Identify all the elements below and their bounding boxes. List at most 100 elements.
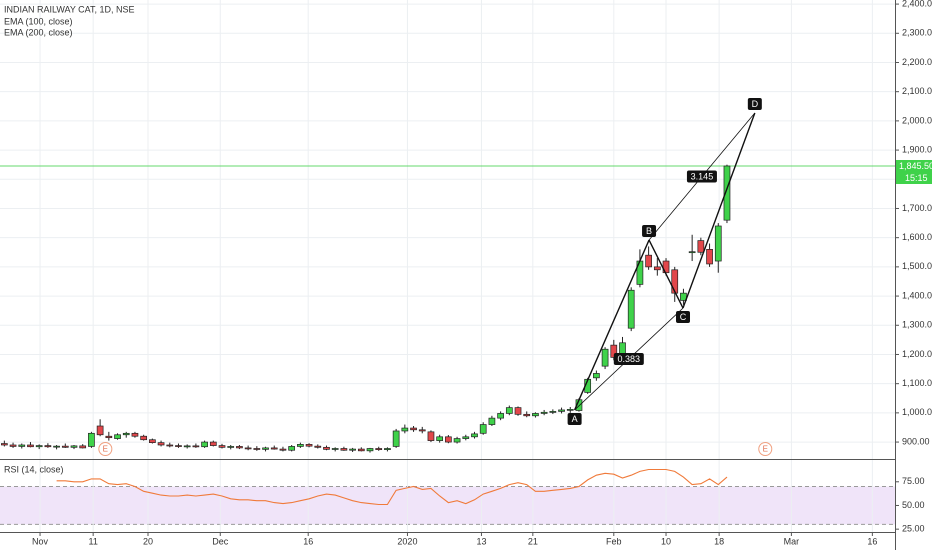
candle-body	[392, 430, 400, 447]
candle-body	[523, 413, 531, 417]
candle-body	[44, 445, 52, 448]
candle-body	[706, 249, 713, 265]
plot: 0.383 3.145 A B C D E E	[0, 97, 895, 506]
candle-body	[201, 441, 208, 448]
candle-body	[558, 409, 565, 412]
point-box	[747, 97, 762, 110]
candle-body	[488, 417, 496, 425]
indicator-label: EMA (100, close)	[4, 16, 73, 26]
candle-body	[479, 424, 487, 434]
x-tick-label: 2020	[397, 536, 417, 546]
chart-title: INDIAN RAILWAY CAT, 1D, NSE	[4, 4, 135, 14]
point-label: D	[752, 99, 759, 109]
candle-body	[70, 445, 78, 448]
point-box	[642, 225, 657, 238]
point-label: B	[646, 226, 652, 236]
candle-body	[314, 445, 322, 448]
pattern-line	[648, 239, 684, 309]
y-tick-label: 2,000.00	[902, 115, 932, 125]
candle-body	[183, 445, 191, 448]
candle-body	[96, 425, 104, 436]
ratio-box	[613, 352, 644, 365]
ratio-label: 3.145	[691, 171, 714, 181]
candle-body	[357, 448, 365, 452]
candle-body	[505, 407, 513, 414]
point-label: C	[680, 312, 687, 322]
rsi-band	[0, 486, 895, 525]
candle-body	[9, 444, 17, 447]
x-tick-label: 16	[303, 536, 313, 546]
candle-body	[227, 446, 235, 448]
x-tick-label: 16	[867, 536, 877, 546]
point-label: A	[572, 414, 578, 424]
candle-body	[610, 344, 618, 358]
rsi-label: RSI (14, close)	[4, 464, 64, 474]
x-tick-label: Mar	[784, 536, 800, 546]
x-tick-label: 11	[88, 536, 97, 546]
candle-body	[645, 254, 652, 268]
candle-body	[723, 165, 731, 221]
candle-body	[218, 445, 226, 448]
candle-body	[384, 448, 391, 451]
x-tick-label: Feb	[606, 536, 622, 546]
candle-body	[340, 448, 348, 451]
candle-body	[532, 413, 539, 417]
candle-body	[427, 431, 435, 441]
candle-body	[166, 444, 174, 447]
candle-body	[497, 413, 504, 419]
candle-body	[366, 448, 374, 452]
candle-body	[445, 436, 452, 443]
y-tick-label: 2,200.00	[902, 57, 932, 67]
time-box	[896, 171, 932, 184]
candle-body	[453, 438, 461, 443]
x-tick-label: 21	[528, 536, 538, 546]
candle-body	[175, 445, 182, 447]
candle-body	[27, 444, 34, 448]
candle-body	[192, 445, 200, 448]
candle-body	[627, 289, 635, 329]
pattern-line	[682, 112, 756, 309]
rsi-tick-label: 75.00	[902, 476, 925, 486]
y-tick-label: 1,900.00	[902, 144, 932, 154]
candle-body	[35, 445, 43, 448]
y-tick-label: 1,500.00	[902, 261, 932, 271]
candle-body	[549, 411, 557, 413]
candle-body	[401, 427, 409, 432]
y-tick-label: 1,700.00	[902, 203, 932, 213]
event-label: E	[103, 445, 108, 454]
candle-body	[593, 373, 600, 379]
candle-body	[297, 444, 304, 447]
y-tick-label: 1,600.00	[902, 232, 932, 242]
grid	[0, 0, 895, 532]
ratio-box	[686, 170, 717, 183]
candle-body	[236, 446, 243, 449]
indicator-label: EMA (200, close)	[4, 27, 73, 37]
last-price-box	[896, 159, 932, 172]
candle-body	[349, 448, 356, 451]
last-price-label: 1,845.50	[899, 161, 932, 171]
candle-body	[79, 445, 87, 449]
candle-body	[418, 429, 426, 432]
candle-body	[253, 448, 261, 450]
candle-body	[157, 442, 165, 446]
time-label: 15:15	[905, 173, 928, 183]
y-tick-label: 1,300.00	[902, 320, 932, 330]
x-tick-label: 13	[476, 536, 486, 546]
y-tick-label: 1,400.00	[902, 290, 932, 300]
candle-body	[305, 444, 313, 447]
candle-body	[462, 436, 470, 439]
y-tick-label: 1,100.00	[902, 378, 932, 388]
candle-body	[375, 448, 383, 451]
event-marker	[98, 442, 113, 456]
candle-body	[697, 240, 705, 253]
y-tick-label: 900.00	[902, 436, 930, 446]
candle-body	[540, 411, 548, 414]
candle-body	[262, 447, 269, 450]
x-tick-label: 20	[143, 536, 153, 546]
candle-body	[149, 439, 156, 443]
rsi-tick-label: 25.00	[902, 524, 925, 534]
candle-body	[566, 409, 574, 411]
candle-body	[131, 432, 139, 437]
candle-body	[18, 444, 26, 447]
candle-body	[436, 436, 444, 441]
